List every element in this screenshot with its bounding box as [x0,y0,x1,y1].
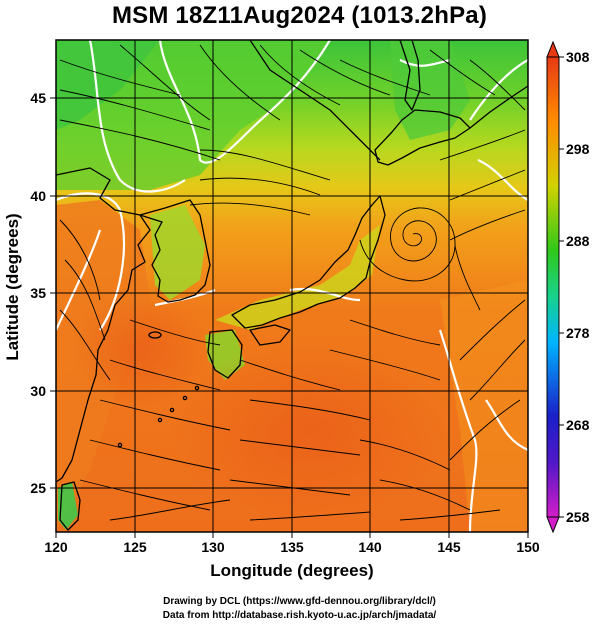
temperature-field [56,40,528,532]
x-tick-label: 120 [44,539,68,555]
colorbar-tick-label: 268 [566,417,590,433]
x-tick-label: 130 [201,539,225,555]
x-axis [55,532,529,538]
isotherm-contours [56,40,528,532]
y-tick-label: 25 [30,480,46,496]
credit-drawing: Drawing by DCL (https://www.gfd-dennou.o… [163,596,436,607]
lat-lon-grid [56,40,528,532]
page-title: MSM 18Z11Aug2024 (1013.2hPa) [111,2,488,29]
colorbar: 308 298 288 278 268 258 [546,40,590,534]
y-axis [50,97,56,489]
x-tick-label: 135 [280,539,304,555]
x-tick-label: 150 [516,539,540,555]
x-axis-title: Longitude (degrees) [210,561,373,580]
x-tick-label: 145 [437,539,461,555]
x-tick-label: 125 [123,539,147,555]
colorbar-max-arrow [546,40,560,58]
y-axis-title: Latitude (degrees) [3,213,22,360]
y-tick-label: 45 [30,90,46,106]
colorbar-scale [546,56,560,518]
y-tick-label: 30 [30,383,46,399]
y-tick-label: 35 [30,285,46,301]
x-tick-label: 140 [358,539,382,555]
colorbar-tick-label: 258 [566,509,590,525]
colorbar-tick-label: 288 [566,233,590,249]
credit-data-source: Data from http://database.rish.kyoto-u.a… [162,610,437,621]
colorbar-min-arrow [546,516,560,534]
y-tick-label: 40 [30,188,46,204]
colorbar-tick-label: 298 [566,141,590,157]
colorbar-tick-label: 278 [566,325,590,341]
colorbar-tick-label: 308 [566,49,590,65]
